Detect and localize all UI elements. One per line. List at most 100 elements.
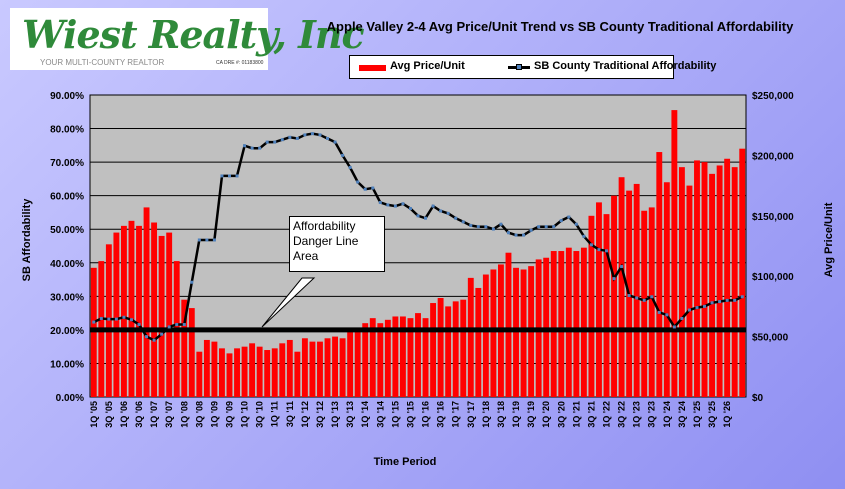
- price-bar: [339, 338, 346, 397]
- x-tick-label: 3Q '06: [134, 401, 144, 428]
- price-bar: [475, 287, 482, 397]
- price-bar: [565, 247, 572, 397]
- price-bar: [392, 316, 399, 397]
- x-tick-label: 1Q '22: [602, 401, 612, 428]
- legend-bar-swatch: [359, 65, 386, 71]
- affordability-point: [318, 133, 322, 137]
- x-tick-label: 1Q '18: [481, 401, 491, 428]
- price-bar: [452, 301, 459, 397]
- x-tick-label: 1Q '12: [300, 401, 310, 428]
- price-bar: [415, 313, 421, 397]
- legend-marker-icon: [516, 64, 522, 70]
- affordability-point: [582, 234, 586, 238]
- price-bar: [641, 210, 648, 397]
- price-bar: [369, 318, 376, 397]
- affordability-point: [371, 186, 375, 190]
- price-bar: [731, 167, 738, 397]
- price-bar: [362, 323, 369, 397]
- affordability-point: [733, 298, 737, 302]
- right-tick-label: $0: [752, 393, 764, 404]
- affordability-point: [469, 223, 473, 227]
- annotation-line-1: Affordability: [293, 219, 356, 233]
- affordability-point: [92, 320, 96, 324]
- affordability-point: [197, 238, 201, 242]
- price-bar: [550, 251, 557, 397]
- affordability-line-layer: [92, 132, 744, 342]
- price-bar: [301, 338, 308, 397]
- affordability-point: [620, 265, 624, 269]
- price-bar: [256, 346, 263, 397]
- x-tick-label: 3Q '10: [255, 401, 265, 428]
- x-tick-label: 1Q '17: [451, 401, 461, 428]
- price-bar: [377, 323, 384, 397]
- left-tick-label: 50.00%: [50, 225, 84, 236]
- price-bar: [618, 177, 625, 397]
- affordability-point: [559, 219, 563, 223]
- price-bar: [716, 165, 723, 397]
- affordability-point: [672, 325, 676, 329]
- x-tick-label: 3Q '15: [406, 401, 416, 428]
- affordability-point: [220, 174, 224, 178]
- affordability-point: [491, 227, 495, 231]
- price-bar: [249, 343, 256, 397]
- affordability-point: [250, 146, 254, 150]
- x-tick-label: 1Q '10: [240, 401, 250, 428]
- logo: Wiest Realty, Inc YOUR MULTI-COUNTY REAL…: [10, 8, 365, 70]
- affordability-point: [288, 135, 292, 139]
- price-bar: [158, 235, 165, 397]
- price-bar: [399, 316, 406, 397]
- left-tick-label: 0.00%: [56, 393, 84, 404]
- affordability-point: [439, 209, 443, 213]
- affordability-point: [657, 310, 661, 314]
- affordability-point: [280, 138, 284, 142]
- logo-license: CA DRE #: 01183800: [216, 60, 264, 66]
- affordability-point: [650, 295, 654, 299]
- price-bar: [656, 152, 663, 397]
- affordability-point: [446, 211, 450, 215]
- price-bar: [678, 167, 685, 397]
- price-bar: [384, 319, 391, 397]
- affordability-point: [145, 335, 149, 339]
- affordability-point: [363, 187, 367, 191]
- price-bar: [332, 336, 338, 397]
- affordability-point: [725, 298, 729, 302]
- price-bar: [709, 173, 716, 397]
- chart-title: Apple Valley 2-4 Avg Price/Unit Trend vs…: [326, 19, 794, 34]
- affordability-point: [514, 233, 518, 237]
- left-tick-label: 20.00%: [50, 326, 84, 337]
- x-tick-label: 1Q '26: [722, 401, 732, 428]
- x-tick-label: 3Q '19: [526, 401, 536, 428]
- affordability-point: [718, 300, 722, 304]
- price-bar: [663, 182, 670, 397]
- affordability-point: [258, 146, 262, 150]
- affordability-point: [303, 133, 307, 137]
- affordability-point: [333, 140, 337, 144]
- price-bar: [166, 232, 173, 397]
- annotation-line-3: Area: [293, 249, 319, 263]
- right-axis-ticks: $0 $50,000 $100,000 $150,000 $200,000 $250,00…: [752, 91, 794, 404]
- affordability-point: [122, 315, 126, 319]
- price-bar: [437, 298, 444, 397]
- price-bar: [113, 232, 120, 397]
- annotation-line-2: Danger Line: [293, 234, 359, 248]
- left-tick-label: 70.00%: [50, 158, 84, 169]
- annotation-pointer: [261, 277, 316, 328]
- x-tick-label: 3Q '05: [104, 401, 114, 428]
- x-tick-label: 3Q '16: [436, 401, 446, 428]
- price-bar: [686, 185, 693, 397]
- price-bar: [724, 158, 731, 397]
- affordability-point: [552, 225, 556, 229]
- danger-line-annotation: Affordability Danger Line Area: [289, 216, 385, 272]
- affordability-point: [205, 238, 209, 242]
- right-tick-label: $100,000: [752, 272, 794, 283]
- price-bar: [460, 299, 467, 397]
- price-bar: [234, 348, 240, 397]
- price-bar: [143, 207, 150, 397]
- affordability-point: [680, 316, 684, 320]
- price-bar: [279, 343, 286, 397]
- price-bar: [588, 215, 595, 397]
- affordability-point: [235, 174, 239, 178]
- affordability-point: [605, 249, 609, 253]
- price-bar: [211, 341, 218, 397]
